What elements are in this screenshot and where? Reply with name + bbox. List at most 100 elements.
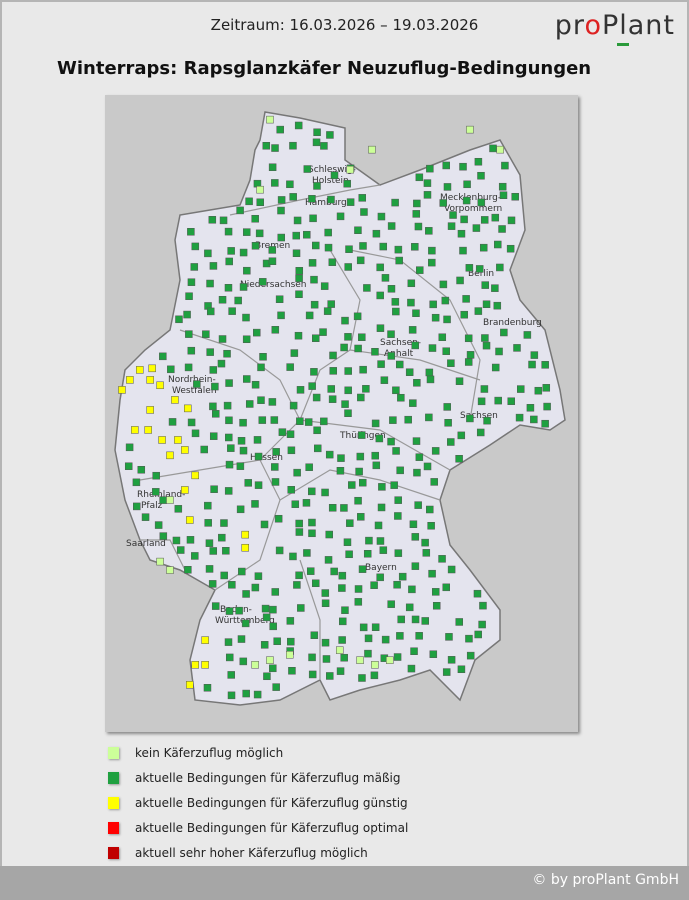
station-marker-moderate — [288, 667, 296, 675]
station-marker-none — [386, 656, 394, 664]
station-marker-moderate — [294, 121, 303, 130]
station-marker-moderate — [310, 368, 318, 376]
station-marker-moderate — [271, 144, 279, 152]
station-marker-moderate — [324, 228, 332, 237]
station-marker-moderate — [239, 657, 248, 666]
station-marker-moderate — [507, 397, 515, 405]
station-marker-moderate — [341, 400, 349, 408]
station-marker-moderate — [344, 263, 352, 271]
station-marker-moderate — [187, 278, 196, 286]
station-marker-moderate — [220, 571, 228, 580]
station-marker-moderate — [237, 437, 246, 445]
station-marker-moderate — [224, 487, 233, 495]
station-marker-moderate — [295, 528, 304, 536]
station-marker-moderate — [411, 533, 420, 541]
station-marker-moderate — [124, 462, 133, 470]
station-marker-moderate — [269, 622, 277, 631]
station-marker-moderate — [393, 580, 401, 589]
station-marker-moderate — [313, 128, 321, 137]
station-marker-moderate — [377, 360, 385, 368]
station-marker-moderate — [391, 298, 400, 306]
station-marker-moderate — [345, 245, 353, 253]
station-marker-moderate — [225, 607, 234, 615]
station-marker-moderate — [263, 672, 271, 681]
station-marker-moderate — [495, 347, 503, 356]
station-marker-moderate — [425, 227, 433, 235]
station-marker-moderate — [297, 604, 305, 612]
station-marker-moderate — [389, 416, 397, 424]
station-marker-moderate — [387, 330, 395, 338]
station-marker-moderate — [376, 263, 384, 272]
legend-item-moderate: aktuelle Bedingungen für Käferzuflug mäß… — [108, 765, 408, 790]
station-marker-moderate — [212, 410, 220, 418]
station-marker-moderate — [268, 257, 277, 265]
station-marker-moderate — [431, 588, 440, 596]
station-marker-moderate — [376, 537, 385, 545]
legend-item-none: kein Käferzuflug möglich — [108, 740, 408, 765]
station-marker-moderate — [336, 467, 345, 475]
station-marker-moderate — [371, 419, 380, 428]
station-marker-moderate — [425, 413, 433, 422]
station-marker-moderate — [392, 447, 400, 455]
station-marker-moderate — [411, 615, 420, 624]
station-marker-moderate — [237, 635, 246, 643]
station-marker-moderate — [205, 539, 214, 547]
station-marker-moderate — [337, 454, 345, 462]
station-marker-moderate — [387, 285, 396, 293]
station-marker-moderate — [359, 478, 367, 487]
station-marker-moderate — [236, 462, 245, 470]
station-marker-moderate — [343, 538, 352, 546]
station-marker-favorable — [186, 516, 194, 524]
station-marker-moderate — [187, 346, 196, 355]
station-marker-moderate — [251, 242, 260, 250]
state-border — [214, 459, 281, 591]
station-marker-moderate — [289, 193, 297, 201]
station-marker-moderate — [456, 276, 464, 285]
station-marker-moderate — [206, 348, 214, 356]
station-marker-favorable — [186, 681, 194, 689]
station-marker-moderate — [176, 546, 185, 554]
station-marker-moderate — [320, 282, 329, 290]
station-marker-moderate — [186, 536, 195, 544]
station-marker-moderate — [152, 471, 160, 480]
station-marker-moderate — [209, 402, 217, 411]
station-marker-moderate — [381, 274, 390, 282]
station-marker-moderate — [227, 247, 235, 255]
station-marker-moderate — [228, 307, 236, 315]
station-marker-moderate — [328, 258, 337, 266]
station-marker-moderate — [308, 529, 316, 538]
station-marker-moderate — [480, 216, 489, 224]
state-label: Nordrhein- — [168, 375, 216, 385]
station-marker-moderate — [255, 229, 264, 238]
station-marker-moderate — [411, 243, 419, 251]
station-marker-moderate — [428, 569, 436, 578]
station-marker-moderate — [466, 651, 475, 660]
station-marker-moderate — [268, 163, 277, 171]
station-marker-moderate — [253, 328, 261, 337]
station-marker-moderate — [429, 650, 438, 658]
station-marker-moderate — [187, 418, 196, 427]
station-marker-moderate — [354, 598, 363, 606]
station-marker-moderate — [295, 274, 303, 283]
station-marker-moderate — [224, 227, 233, 236]
station-marker-moderate — [257, 363, 265, 372]
station-marker-moderate — [208, 580, 217, 588]
station-marker-moderate — [423, 462, 432, 471]
state-label: Schleswig- — [308, 165, 356, 175]
station-marker-favorable — [148, 364, 156, 373]
station-marker-moderate — [472, 224, 481, 232]
station-marker-moderate — [241, 619, 250, 628]
station-marker-moderate — [407, 664, 416, 673]
station-marker-moderate — [305, 463, 313, 471]
legend-swatch — [108, 796, 119, 809]
station-marker-moderate — [256, 198, 264, 207]
station-marker-none — [466, 125, 474, 134]
station-marker-moderate — [259, 353, 267, 361]
station-marker-moderate — [346, 519, 354, 527]
station-marker-moderate — [356, 452, 365, 461]
station-marker-moderate — [542, 384, 551, 392]
station-marker-moderate — [405, 603, 414, 612]
station-marker-moderate — [491, 284, 499, 292]
station-marker-moderate — [312, 393, 321, 402]
station-marker-moderate — [227, 444, 235, 452]
